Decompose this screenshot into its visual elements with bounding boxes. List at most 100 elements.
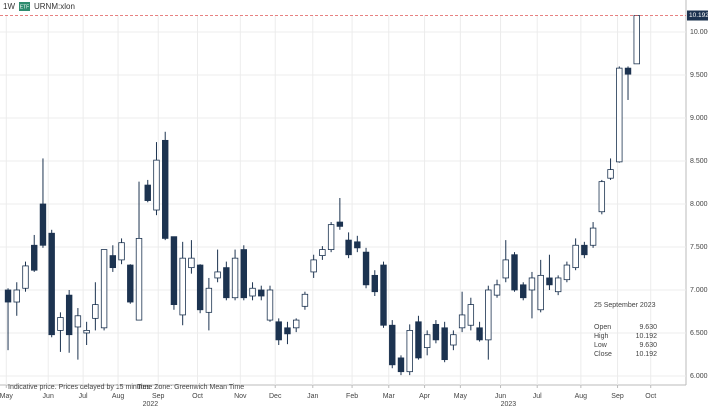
x-tick-label: Aug [575, 393, 588, 400]
candle-body [537, 274, 544, 311]
candle-body [336, 221, 344, 227]
last-price-label: 10.192 [689, 12, 708, 19]
candle-body [624, 67, 632, 75]
candle-body [231, 257, 239, 299]
candle-body [415, 321, 422, 359]
x-tick-label: Sep [611, 393, 624, 400]
x-tick-label: Jan [307, 393, 318, 400]
candle-body [598, 181, 606, 213]
candle-body [467, 304, 475, 326]
candle-body [476, 327, 483, 341]
tooltip-label: Low [594, 342, 608, 349]
candle-body [371, 274, 378, 293]
footer-timezone: Time Zone: Greenwich Mean Time [137, 384, 244, 391]
x-tick-label: Aug [112, 393, 125, 400]
x-tick-label: Apr [419, 393, 431, 400]
candle-body [188, 257, 195, 269]
candle-body [240, 249, 248, 299]
candle-body [22, 265, 29, 289]
candle-body [432, 323, 440, 341]
year-label: 2023 [501, 401, 517, 407]
x-tick-label: Nov [234, 393, 247, 400]
candle-body [205, 287, 213, 313]
candle-body [74, 315, 82, 328]
candle-body [423, 334, 431, 348]
y-tick-label: 7.000 [690, 287, 708, 294]
candle-body [327, 224, 335, 250]
tooltip-label: High [594, 333, 609, 340]
candle-body [441, 327, 448, 361]
tooltip: 25 September 2023 Open 9.630 High 10.192 Low… [594, 302, 657, 358]
candle-body [31, 244, 38, 271]
tooltip-date: 25 September 2023 [594, 302, 656, 309]
candle-body [633, 15, 640, 65]
x-tick-label: Jul [79, 393, 88, 400]
x-tick-label: Feb [346, 393, 358, 400]
candle-body [4, 289, 12, 303]
candle-body [266, 289, 274, 321]
x-tick-label: Mar [383, 393, 396, 400]
tooltip-label: Open [594, 324, 611, 331]
candle-body [310, 259, 317, 273]
candle-body [528, 277, 536, 291]
y-tick-label: 9.500 [690, 72, 708, 79]
candle-body [284, 327, 291, 335]
candle-body [162, 139, 169, 239]
candle-body [39, 203, 47, 246]
candle-body [153, 159, 160, 211]
tooltip-label: Close [594, 351, 612, 358]
candle-body [485, 289, 492, 341]
candle-body [458, 314, 466, 329]
tooltip-value: 10.192 [636, 333, 658, 340]
candle-body [109, 255, 117, 269]
x-tick-label: May [0, 393, 13, 400]
candle-body [65, 294, 73, 336]
x-tick-label: Jun [43, 393, 54, 400]
y-tick-label: 8.500 [690, 158, 708, 165]
y-tick-label: 8.000 [690, 201, 708, 208]
candle-body [57, 317, 64, 331]
interval[interactable]: 1W [3, 2, 15, 11]
tooltip-value: 10.192 [636, 351, 658, 358]
year-label: 2022 [143, 401, 159, 407]
candle-body [301, 293, 309, 307]
candle-body [354, 241, 361, 249]
x-tick-label: May [454, 393, 468, 400]
badge-box [19, 2, 30, 11]
candle-body [223, 267, 230, 299]
candle-body [170, 236, 178, 306]
candle-body [572, 244, 579, 269]
symbol: URNM:xlon [34, 2, 75, 11]
candle-body [546, 277, 553, 286]
candle-body [258, 289, 265, 297]
candle-body [563, 264, 571, 281]
candle-body [292, 319, 300, 329]
y-tick-label: 9.000 [690, 115, 708, 122]
candle-body [196, 264, 204, 311]
candle-body [275, 321, 282, 341]
candle-body [581, 244, 588, 256]
candle-body [380, 264, 387, 326]
candle-body [607, 169, 614, 179]
badge: ETF [20, 4, 29, 10]
y-tick-label: 10.000 [690, 29, 708, 36]
candle-body [92, 304, 99, 319]
y-tick-label: 6.000 [690, 373, 708, 380]
candle-body [135, 237, 143, 321]
y-tick-label: 7.500 [690, 244, 708, 251]
x-tick-label: Oct [645, 393, 656, 400]
footer-note: Indicative price. Prices delayed by 15 m… [8, 384, 151, 391]
candle-body [389, 324, 396, 366]
candle-body [511, 254, 518, 291]
x-tick-label: Jul [533, 393, 542, 400]
y-tick-label: 6.500 [690, 330, 708, 337]
tooltip-value: 9.630 [639, 342, 657, 349]
x-tick-label: Jun [495, 393, 506, 400]
candle-body [100, 249, 108, 329]
candle-body [406, 329, 413, 373]
x-tick-label: Sep [152, 393, 165, 400]
candle-body [48, 232, 55, 336]
candle-body [362, 251, 370, 286]
candle-body [502, 259, 509, 279]
